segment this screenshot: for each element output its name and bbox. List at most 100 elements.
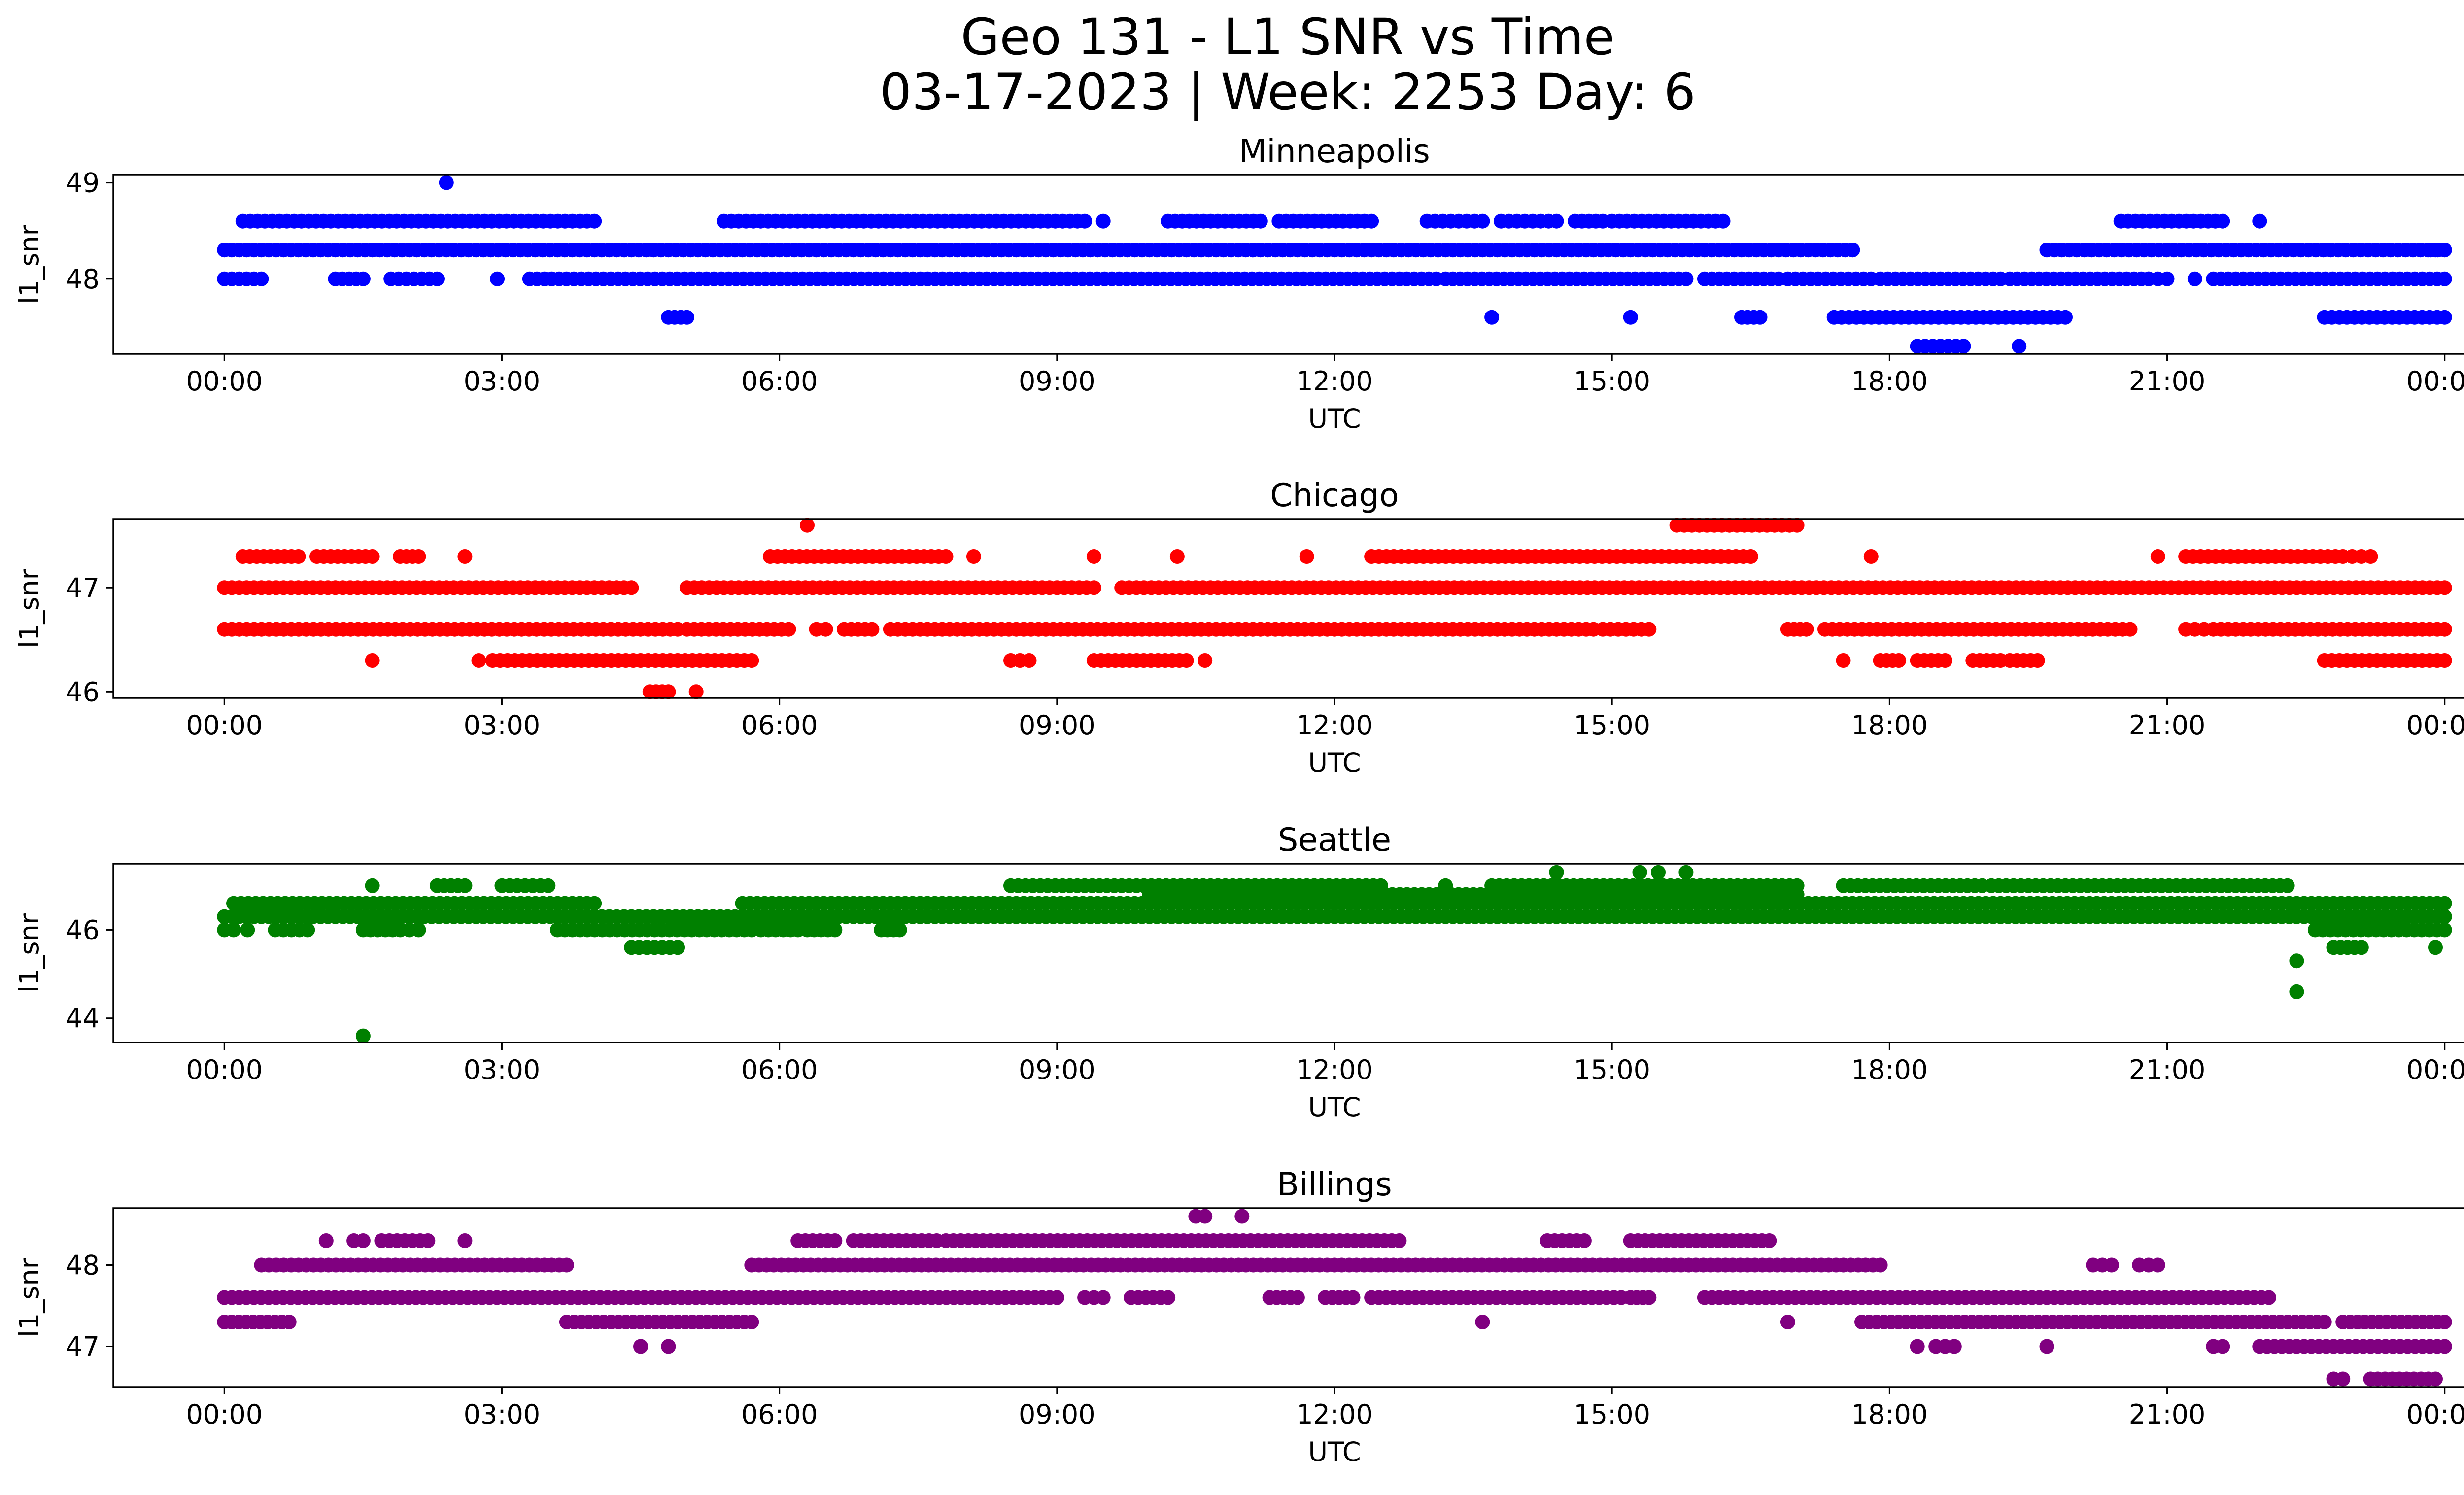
data-points — [217, 175, 2452, 354]
data-point — [1086, 549, 1101, 564]
data-point — [420, 1233, 436, 1248]
x-tick-label: 03:00 — [464, 710, 541, 741]
data-point — [587, 896, 602, 911]
x-tick-label: 21:00 — [2129, 366, 2206, 397]
subplot-minneapolis: Minneapolis 00:00 03:00 06:00 09:00 12:00 15:0… — [14, 133, 2464, 434]
data-point — [1910, 1339, 1925, 1354]
data-point — [355, 271, 371, 286]
data-point — [2437, 310, 2452, 325]
y-axis-label: l1_snr — [14, 1257, 45, 1337]
data-point — [226, 922, 241, 938]
data-point — [439, 175, 454, 190]
data-point — [2289, 953, 2304, 969]
data-point — [2437, 909, 2452, 924]
data-point — [2150, 1257, 2165, 1273]
data-point — [2058, 310, 2073, 325]
data-point — [1022, 653, 1037, 668]
data-point — [1484, 310, 1500, 325]
x-tick-label: 00:00 — [186, 366, 263, 397]
x-axis-label: UTC — [1308, 1436, 1361, 1467]
subplot-billings: Billings 00:00 03:00 06:00 09:00 12:00 15:00 18… — [14, 1166, 2464, 1467]
x-tick-label: 00:00 — [2406, 710, 2464, 741]
data-point — [365, 878, 380, 893]
subplot-title: Billings — [1277, 1166, 1392, 1203]
data-point — [892, 922, 907, 938]
x-tick-label: 18:00 — [1851, 1054, 1928, 1085]
data-point — [1345, 1290, 1361, 1305]
data-point — [355, 1233, 371, 1248]
data-point — [661, 684, 676, 699]
data-point — [2280, 878, 2295, 893]
data-point — [1049, 1290, 1064, 1305]
data-point — [240, 922, 255, 938]
data-point — [1938, 653, 1952, 668]
y-tick-label: 48 — [66, 1250, 100, 1281]
subplot-chicago: Chicago 00:00 03:00 06:00 09:00 12:00 15:00 18:… — [14, 477, 2464, 778]
data-point — [688, 684, 704, 699]
x-axis-label: UTC — [1308, 747, 1361, 778]
data-point — [1253, 213, 1268, 229]
data-point — [679, 310, 694, 325]
x-tick-label: 15:00 — [1574, 710, 1650, 741]
data-point — [1651, 865, 1666, 880]
x-tick-label: 03:00 — [464, 1054, 541, 1085]
data-point — [1623, 310, 1638, 325]
data-point — [411, 549, 426, 564]
x-tick-label: 15:00 — [1574, 1399, 1650, 1430]
data-point — [2437, 1339, 2452, 1354]
data-point — [966, 549, 981, 564]
subplot-title: Seattle — [1278, 822, 1391, 859]
x-tick-label: 06:00 — [741, 1054, 818, 1085]
data-point — [1789, 887, 1805, 902]
data-point — [1095, 213, 1111, 229]
data-point — [1198, 1209, 1213, 1224]
data-point — [1678, 271, 1694, 286]
data-point — [938, 549, 954, 564]
y-axis-label: l1_snr — [14, 913, 45, 993]
data-point — [827, 1233, 843, 1248]
data-point — [1576, 1233, 1592, 1248]
x-tick-label: 09:00 — [1019, 1399, 1095, 1430]
data-point — [365, 549, 380, 564]
data-point — [1234, 1209, 1250, 1224]
data-point — [1290, 1290, 1305, 1305]
x-tick-label: 00:00 — [2406, 366, 2464, 397]
y-axis-label: l1_snr — [14, 224, 45, 304]
data-point — [2289, 984, 2304, 999]
subplot-title: Minneapolis — [1239, 133, 1430, 170]
x-tick-label: 21:00 — [2129, 1054, 2206, 1085]
data-point — [430, 271, 445, 286]
data-point — [864, 622, 880, 637]
data-point — [800, 518, 815, 533]
x-tick-label: 12:00 — [1296, 1399, 1373, 1430]
x-tick-label: 09:00 — [1019, 366, 1095, 397]
data-point — [1169, 549, 1185, 564]
figure-title-line1: Geo 131 - L1 SNR vs Time — [961, 8, 1615, 67]
data-point — [2335, 1371, 2351, 1387]
x-tick-label: 03:00 — [464, 366, 541, 397]
axes-frame — [112, 174, 2464, 355]
data-point — [633, 1339, 648, 1354]
y-tick-label: 44 — [66, 1003, 100, 1034]
data-point — [1873, 1257, 1888, 1273]
axes-frame — [112, 518, 2464, 699]
x-tick-label: 18:00 — [1851, 366, 1928, 397]
x-tick-label: 12:00 — [1296, 710, 1373, 741]
data-point — [2030, 653, 2045, 668]
x-tick-label: 18:00 — [1851, 1399, 1928, 1430]
data-point — [1299, 549, 1314, 564]
data-point — [2437, 653, 2452, 668]
data-points — [217, 1209, 2452, 1387]
data-point — [827, 922, 843, 938]
y-tick-label: 46 — [66, 676, 100, 707]
data-point — [1549, 213, 1564, 229]
data-point — [457, 1233, 473, 1248]
data-point — [1475, 213, 1490, 229]
data-point — [2317, 1315, 2332, 1329]
y-tick-label: 48 — [66, 264, 100, 295]
data-point — [744, 1315, 759, 1329]
data-points — [217, 518, 2452, 699]
data-point — [2039, 1339, 2054, 1354]
x-tick-label: 00:00 — [186, 1054, 263, 1085]
y-axis-label: l1_snr — [14, 568, 45, 648]
